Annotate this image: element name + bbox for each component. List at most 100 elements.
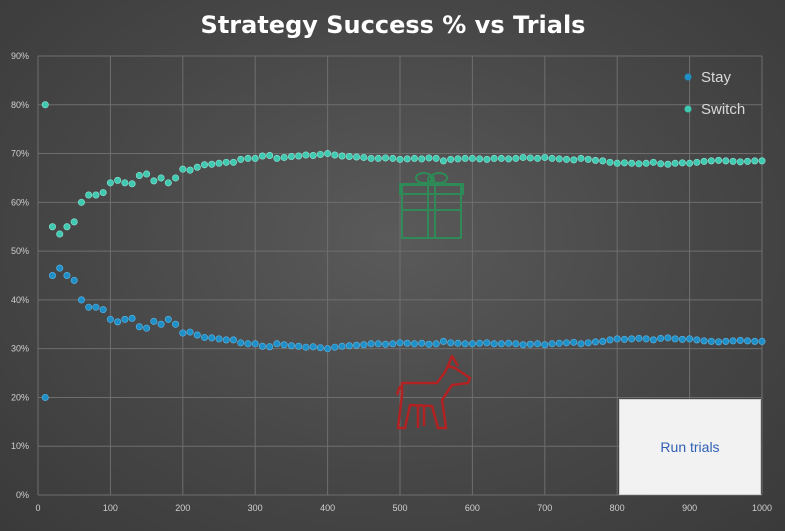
data-point-switch xyxy=(410,154,418,162)
data-point-switch xyxy=(56,230,64,238)
data-point-switch xyxy=(483,155,491,163)
data-point-stay xyxy=(678,335,686,343)
data-point-stay xyxy=(150,317,158,325)
data-point-switch xyxy=(468,154,476,162)
data-point-stay xyxy=(186,328,194,336)
data-point-stay xyxy=(686,335,694,343)
data-point-stay xyxy=(92,303,100,311)
data-points xyxy=(41,101,766,401)
data-point-stay xyxy=(577,340,585,348)
chart-title: Strategy Success % vs Trials xyxy=(201,11,586,39)
data-point-stay xyxy=(439,337,447,345)
data-point-switch xyxy=(360,153,368,161)
x-tick-label: 600 xyxy=(465,503,480,513)
data-point-switch xyxy=(526,154,534,162)
data-point-stay xyxy=(635,334,643,342)
data-point-switch xyxy=(613,159,621,167)
data-point-stay xyxy=(519,341,527,349)
data-point-stay xyxy=(584,339,592,347)
data-point-stay xyxy=(715,338,723,346)
data-point-stay xyxy=(70,276,78,284)
data-point-switch xyxy=(432,154,440,162)
y-tick-label: 20% xyxy=(11,392,29,402)
data-point-switch xyxy=(693,158,701,166)
data-point-switch xyxy=(222,158,230,166)
data-point-stay xyxy=(77,296,85,304)
data-point-switch xyxy=(700,157,708,165)
data-point-switch xyxy=(563,155,571,163)
data-point-switch xyxy=(620,159,628,167)
data-point-stay xyxy=(244,340,252,348)
data-point-switch xyxy=(345,152,353,160)
data-point-stay xyxy=(628,335,636,343)
data-point-stay xyxy=(534,340,542,348)
data-point-switch xyxy=(476,155,484,163)
run-trials-button[interactable]: Run trials xyxy=(619,399,761,495)
data-point-stay xyxy=(649,336,657,344)
data-point-switch xyxy=(439,157,447,165)
data-point-stay xyxy=(403,339,411,347)
data-point-stay xyxy=(664,334,672,342)
data-point-stay xyxy=(114,318,122,326)
data-point-stay xyxy=(229,336,237,344)
data-point-stay xyxy=(331,343,339,351)
data-point-switch xyxy=(512,154,520,162)
data-point-stay xyxy=(374,340,382,348)
data-point-stay xyxy=(56,264,64,272)
data-point-stay xyxy=(85,303,93,311)
data-point-switch xyxy=(338,152,346,160)
data-point-switch xyxy=(707,157,715,165)
data-point-stay xyxy=(751,337,759,345)
data-point-switch xyxy=(722,157,730,165)
data-point-switch xyxy=(266,152,274,160)
data-point-stay xyxy=(613,335,621,343)
data-point-switch xyxy=(570,156,578,164)
data-point-switch xyxy=(382,154,390,162)
data-point-stay xyxy=(280,341,288,349)
data-point-switch xyxy=(671,159,679,167)
data-point-switch xyxy=(425,154,433,162)
data-point-switch xyxy=(584,155,592,163)
data-point-stay xyxy=(41,393,49,401)
y-axis-ticks: 0% 10% 20% 30% 40% 50% 60% 70% 80% 90% xyxy=(11,51,29,500)
data-point-stay xyxy=(172,320,180,328)
data-point-switch xyxy=(715,156,723,164)
data-point-stay xyxy=(722,337,730,345)
data-point-switch xyxy=(280,153,288,161)
legend-marker-switch xyxy=(684,105,692,113)
data-point-stay xyxy=(99,306,107,314)
y-tick-label: 90% xyxy=(11,51,29,61)
data-point-stay xyxy=(693,336,701,344)
data-point-stay xyxy=(106,315,114,323)
data-point-stay xyxy=(63,271,71,279)
data-point-stay xyxy=(671,335,679,343)
data-point-stay xyxy=(729,337,737,345)
data-point-stay xyxy=(591,338,599,346)
data-point-stay xyxy=(273,340,281,348)
data-point-stay xyxy=(360,341,368,349)
data-point-stay xyxy=(606,336,614,344)
data-point-stay xyxy=(541,341,549,349)
data-point-stay xyxy=(396,339,404,347)
data-point-switch xyxy=(186,166,194,174)
data-point-switch xyxy=(143,170,151,178)
data-point-switch xyxy=(135,172,143,180)
data-point-switch xyxy=(99,189,107,197)
data-point-switch xyxy=(121,179,129,187)
y-tick-label: 60% xyxy=(11,197,29,207)
legend: Stay Switch xyxy=(684,69,745,118)
data-point-stay xyxy=(222,336,230,344)
data-point-switch xyxy=(48,223,56,231)
data-point-stay xyxy=(657,334,665,342)
data-point-switch xyxy=(736,158,744,166)
series-stay xyxy=(41,264,766,401)
data-point-switch xyxy=(172,174,180,182)
data-point-stay xyxy=(599,337,607,345)
series-switch xyxy=(41,101,766,238)
data-point-switch xyxy=(461,154,469,162)
data-point-stay xyxy=(345,342,353,350)
data-point-stay xyxy=(389,340,397,348)
data-point-stay xyxy=(208,334,216,342)
y-tick-label: 40% xyxy=(11,295,29,305)
data-point-switch xyxy=(77,198,85,206)
